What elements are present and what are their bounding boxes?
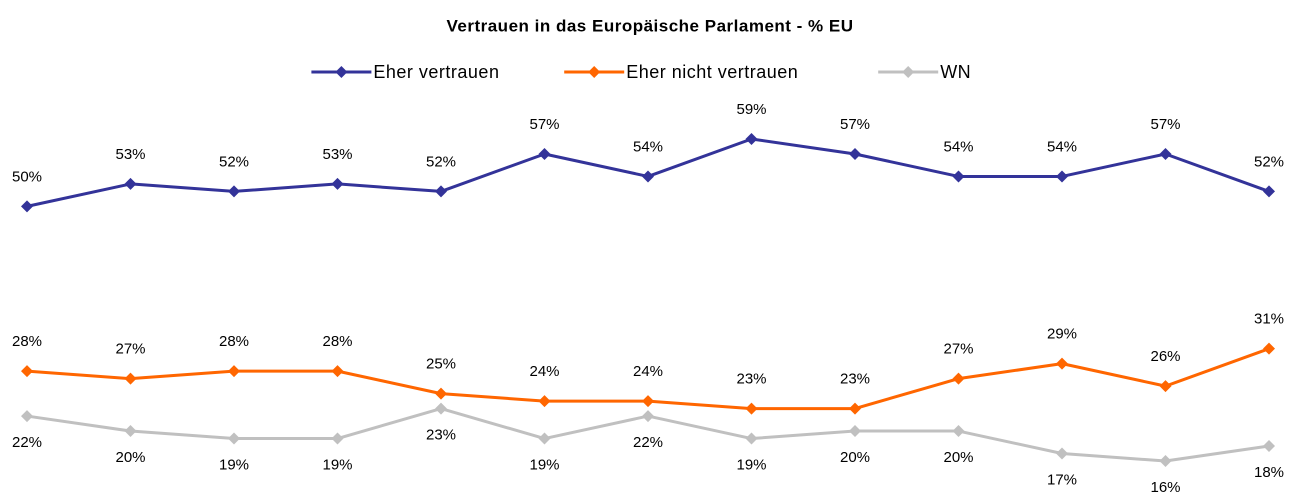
data-label: 50% <box>12 168 42 185</box>
legend-label: Eher nicht vertrauen <box>626 62 798 82</box>
data-label: 22% <box>633 434 663 451</box>
data-label: 54% <box>633 138 663 155</box>
data-label: 28% <box>322 333 352 350</box>
marker <box>228 365 240 378</box>
legend-label: WN <box>940 62 971 82</box>
data-label: 29% <box>1047 326 1077 343</box>
data-label: 57% <box>529 116 559 133</box>
data-label: 20% <box>115 449 145 466</box>
marker <box>1056 170 1068 183</box>
marker <box>1263 342 1275 355</box>
marker <box>228 432 240 445</box>
data-label: 53% <box>115 146 145 163</box>
marker <box>1056 357 1068 370</box>
marker <box>21 200 33 213</box>
marker <box>228 185 240 198</box>
data-label: 23% <box>426 427 456 444</box>
chart-title: Vertrauen in das Europäische Parlament -… <box>446 16 853 35</box>
data-label: 25% <box>426 356 456 373</box>
data-label: 27% <box>115 341 145 358</box>
marker <box>538 147 551 160</box>
legend-marker <box>588 66 601 78</box>
marker <box>849 402 861 415</box>
data-label: 17% <box>1047 471 1077 488</box>
marker <box>1159 380 1172 393</box>
marker <box>435 185 447 198</box>
data-label: 57% <box>840 116 870 133</box>
data-label: 20% <box>943 449 973 466</box>
data-label: 19% <box>219 457 249 474</box>
marker <box>1263 185 1275 198</box>
data-label: 23% <box>736 371 766 388</box>
data-label: 52% <box>426 153 456 170</box>
data-label: 19% <box>322 457 352 474</box>
marker <box>538 395 551 408</box>
marker <box>952 372 965 385</box>
marker <box>21 365 33 378</box>
data-label: 20% <box>840 449 870 466</box>
marker <box>745 432 758 445</box>
marker <box>435 402 447 415</box>
data-label: 31% <box>1254 311 1284 328</box>
marker <box>1263 440 1275 453</box>
data-label: 59% <box>736 101 766 118</box>
data-label: 28% <box>12 333 42 350</box>
marker <box>745 133 758 145</box>
data-label: 23% <box>840 371 870 388</box>
legend-marker <box>335 66 348 78</box>
data-label: 19% <box>529 457 559 474</box>
data-label: 28% <box>219 333 249 350</box>
marker <box>849 425 861 438</box>
data-label: 26% <box>1150 348 1180 365</box>
marker <box>538 432 551 445</box>
marker <box>331 365 344 378</box>
marker <box>124 425 137 438</box>
data-label: 52% <box>219 153 249 170</box>
marker <box>124 177 137 190</box>
marker <box>331 177 344 190</box>
data-label: 54% <box>1047 138 1077 155</box>
data-label: 53% <box>322 146 352 163</box>
data-label: 24% <box>633 363 663 380</box>
data-label: 22% <box>12 434 42 451</box>
marker <box>952 170 965 183</box>
marker <box>952 425 965 438</box>
data-label: 18% <box>1254 464 1284 481</box>
data-label: 54% <box>943 138 973 155</box>
data-label: 57% <box>1150 116 1180 133</box>
marker <box>642 170 654 183</box>
data-label: 24% <box>529 363 559 380</box>
marker <box>1159 455 1172 467</box>
data-label: 19% <box>736 457 766 474</box>
marker <box>435 387 447 400</box>
marker <box>124 372 137 385</box>
marker <box>849 147 861 160</box>
marker <box>1056 447 1068 460</box>
marker <box>642 395 654 408</box>
marker <box>745 402 758 415</box>
data-label: 27% <box>943 341 973 358</box>
data-label: 16% <box>1150 479 1180 496</box>
data-label: 52% <box>1254 153 1284 170</box>
marker <box>21 410 33 423</box>
marker <box>1159 147 1172 160</box>
legend-marker <box>902 66 915 78</box>
marker <box>642 410 654 423</box>
legend-label: Eher vertrauen <box>373 62 499 82</box>
marker <box>331 432 344 445</box>
